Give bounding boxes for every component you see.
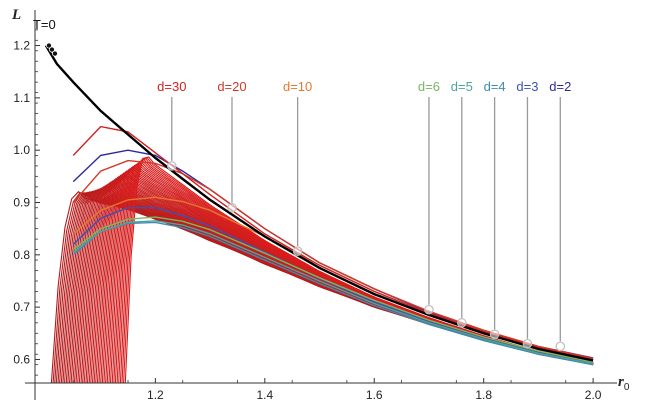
series-curve-d-20 — [72, 159, 594, 360]
envelope-curve — [44, 44, 594, 362]
x-axis-title-main: r — [618, 374, 624, 390]
annotation-marker — [166, 161, 177, 171]
annotation-label: d=5 — [451, 79, 473, 94]
x-tick-label: 1.2 — [147, 388, 164, 402]
annotation-marker — [522, 338, 533, 349]
annotation-marker — [227, 202, 237, 213]
envelope-start-marker — [51, 50, 58, 57]
y-axis-title: L — [11, 7, 21, 23]
series-curve-d-6 — [72, 216, 594, 363]
x-tick-label: 2.0 — [585, 388, 602, 402]
y-tick-label: 0.7 — [13, 300, 30, 314]
x-tick-label: 1.6 — [366, 388, 383, 402]
annotation-group: d=30 d=20 d=10 d=6 d=5 d=4 d=3 d=2 — [157, 79, 571, 352]
red-family-curve — [106, 166, 594, 384]
y-tick-label: 0.9 — [13, 196, 30, 210]
annotation-label: d=20 — [217, 79, 246, 94]
y-tick-label: 1.1 — [13, 91, 30, 105]
annotation-label: d=3 — [516, 79, 538, 94]
envelope-group: T=0 — [33, 17, 594, 362]
annotation-marker — [424, 304, 434, 315]
series-group — [72, 125, 594, 366]
annotation-marker — [555, 341, 566, 352]
annotation-label: d=6 — [418, 79, 440, 94]
series-curve-d-30 — [72, 125, 594, 361]
x-tick-label: 1.8 — [475, 388, 492, 402]
envelope-start-marker — [45, 42, 52, 49]
series-curve-d-5 — [72, 220, 594, 365]
annotation-label: d=30 — [157, 79, 186, 94]
annotation-marker — [489, 329, 500, 340]
annotation-label: d=4 — [484, 79, 506, 94]
envelope-start-marker — [48, 46, 55, 53]
y-tick-label: 1.0 — [13, 143, 30, 157]
x-tick-label: 1.4 — [256, 388, 273, 402]
annotation-label: d=10 — [283, 79, 312, 94]
y-tick-label: 1.2 — [13, 39, 30, 53]
annotation-marker — [292, 246, 303, 256]
x-axis-title-sub: 0 — [624, 382, 630, 393]
y-tick-label: 0.6 — [13, 352, 30, 366]
axes: 1.2 1.4 1.6 1.8 2.0 0.6 0.7 0.8 0.9 1.0 1.1 1.2 — [13, 10, 617, 402]
annotation-marker — [456, 318, 467, 328]
annotation-label: d=2 — [549, 79, 571, 94]
x-axis-title: r0 — [618, 374, 630, 393]
envelope-label: T=0 — [33, 17, 56, 32]
y-tick-label: 0.8 — [13, 248, 30, 262]
series-curve-d-4 — [72, 221, 594, 366]
red-family-curve — [108, 165, 594, 384]
